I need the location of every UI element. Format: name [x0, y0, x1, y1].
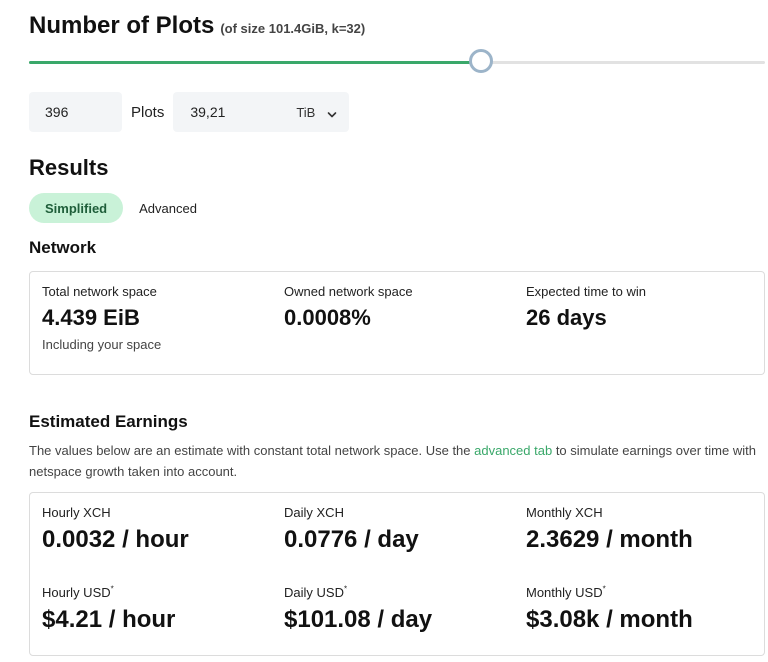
network-card: Total network space 4.439 EiB Including … — [29, 271, 765, 375]
stat-value: 4.439 EiB — [42, 305, 140, 330]
owned-network-space-stat: Owned network space 0.0008% — [284, 284, 413, 331]
hourly-xch-stat: Hourly XCH 0.0032 / hour — [42, 505, 189, 554]
stat-label: Expected time to win — [526, 284, 646, 299]
stat-label: Daily XCH — [284, 505, 344, 520]
earnings-card: Hourly XCH 0.0032 / hour Daily XCH 0.077… — [29, 492, 765, 656]
stat-value: 0.0008% — [284, 305, 371, 330]
slider-fill — [29, 61, 481, 64]
earnings-description: The values below are an estimate with co… — [29, 440, 759, 482]
network-title: Network — [29, 238, 97, 257]
stat-value: $3.08k / month — [526, 606, 693, 633]
label-text: Daily USD — [284, 585, 344, 600]
total-network-space-stat: Total network space 4.439 EiB Including … — [42, 284, 161, 352]
daily-xch-stat: Daily XCH 0.0776 / day — [284, 505, 419, 554]
footnote-mark: * — [343, 584, 348, 594]
stat-value: $101.08 / day — [284, 606, 433, 633]
chevron-down-icon[interactable] — [327, 107, 337, 118]
stat-label: Total network space — [42, 284, 157, 299]
total-size-field[interactable]: 39,21 TiB — [173, 92, 350, 132]
plots-count-input[interactable] — [29, 92, 122, 132]
stat-value: $4.21 / hour — [42, 606, 176, 633]
size-unit-select[interactable]: TiB — [296, 104, 316, 120]
label-text: Hourly USD — [42, 585, 111, 600]
plots-slider[interactable] — [29, 49, 765, 73]
stat-value: 26 days — [526, 305, 607, 330]
daily-usd-stat: Daily USD* $101.08 / day — [284, 585, 432, 634]
plot-size-subtitle: (of size 101.4GiB, k=32) — [220, 21, 366, 36]
advanced-tab-link[interactable]: advanced tab — [474, 443, 553, 458]
results-title: Results — [29, 155, 109, 180]
stat-value: 0.0032 / hour — [42, 526, 189, 553]
desc-text: The values below are an estimate with co… — [29, 443, 475, 458]
stat-label: Hourly XCH — [42, 505, 111, 520]
tab-advanced[interactable]: Advanced — [139, 200, 197, 216]
stat-label: Daily USD* — [284, 585, 432, 600]
stat-note: Including your space — [42, 337, 162, 352]
stat-label: Monthly XCH — [526, 505, 603, 520]
footnote-mark: * — [110, 584, 114, 594]
stat-value: 2.3629 / month — [526, 526, 693, 553]
tab-simplified[interactable]: Simplified — [29, 193, 124, 223]
plots-header: Number of Plots (of size 101.4GiB, k=32) — [29, 12, 365, 40]
stat-value: 0.0776 / day — [284, 526, 419, 553]
label-text: Monthly USD — [526, 585, 603, 600]
stat-label: Hourly USD* — [42, 585, 175, 600]
slider-thumb[interactable] — [468, 49, 493, 73]
monthly-usd-stat: Monthly USD* $3.08k / month — [526, 585, 693, 634]
stat-label: Owned network space — [284, 284, 413, 299]
desc-text: to simulate earnings over time with nets… — [29, 443, 756, 479]
earnings-title: Estimated Earnings — [29, 412, 188, 431]
footnote-mark: * — [602, 584, 606, 594]
plots-label: Plots — [131, 103, 165, 121]
page-title: Number of Plots — [29, 12, 215, 39]
monthly-xch-stat: Monthly XCH 2.3629 / month — [526, 505, 693, 554]
hourly-usd-stat: Hourly USD* $4.21 / hour — [42, 585, 175, 634]
plots-inputs-row: Plots 39,21 TiB — [29, 92, 350, 132]
results-tabs: Simplified Advanced — [29, 193, 197, 223]
time-to-win-stat: Expected time to win 26 days — [526, 284, 646, 331]
stat-label: Monthly USD* — [526, 585, 693, 600]
total-size-value[interactable]: 39,21 — [190, 104, 226, 120]
